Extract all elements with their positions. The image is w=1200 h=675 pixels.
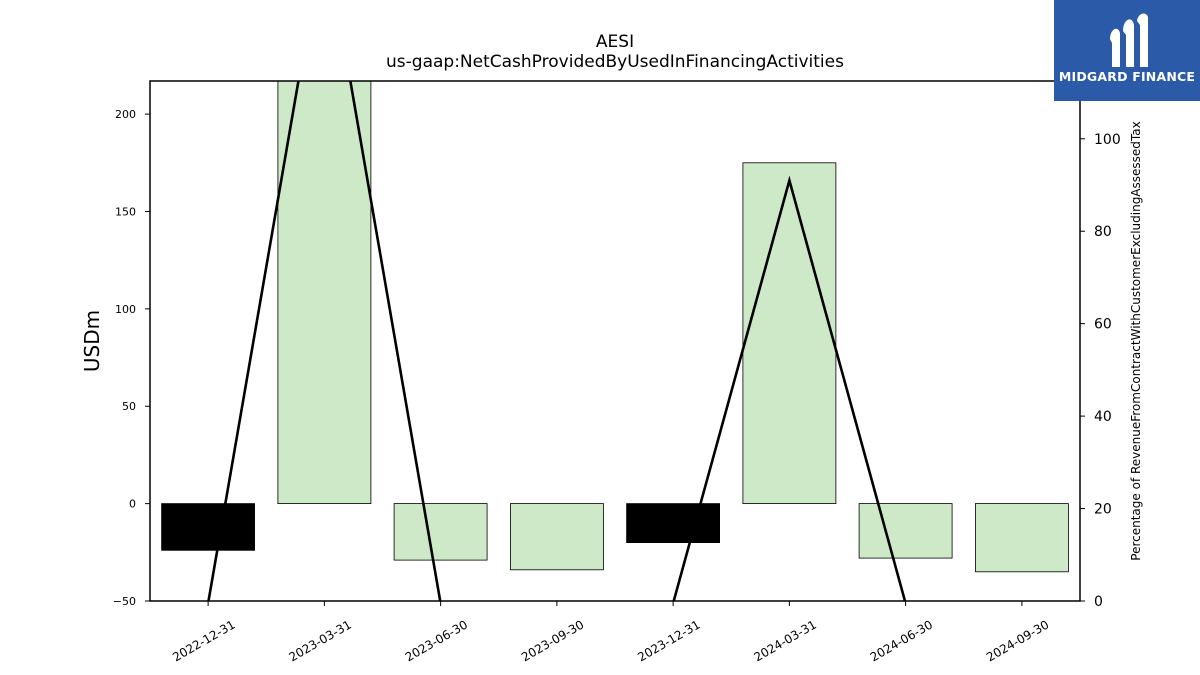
bar-2023-12-31 <box>626 503 720 544</box>
y2-tick-label: 0 <box>1094 594 1103 610</box>
bar-2023-03-31 <box>277 81 372 505</box>
right-axis: 0 20 40 60 80 100 <box>1080 132 1121 610</box>
bar-2024-09-30 <box>975 503 1069 573</box>
x-axis: 2022-12-31 2023-03-31 2023-06-30 2023-09-30… <box>170 601 1051 664</box>
chart-title: AESI <box>595 32 635 52</box>
y-tick-label: 100 <box>115 303 136 316</box>
y2-tick-label: 20 <box>1094 502 1112 518</box>
bar-2024-03-31 <box>742 162 837 504</box>
line-series-segment-1 <box>672 175 907 601</box>
brand-mark-icon <box>1110 13 1148 68</box>
y2-tick-label: 60 <box>1094 317 1112 333</box>
y-tick-label: 50 <box>122 400 136 413</box>
x-tick-label: 2024-03-31 <box>751 617 818 664</box>
plot-frame <box>149 80 1081 602</box>
y-tick-label: 0 <box>129 498 136 511</box>
y2-tick-label: 100 <box>1094 132 1121 148</box>
x-tick-label: 2023-03-31 <box>286 617 353 664</box>
bar-2022-12-31 <box>161 503 256 551</box>
y-axis-label: USDm <box>80 310 104 372</box>
bar-2023-06-30 <box>393 503 488 561</box>
x-tick-label: 2023-12-31 <box>635 617 702 664</box>
x-tick-label: 2023-06-30 <box>403 617 470 664</box>
x-tick-label: 2022-12-31 <box>170 617 237 664</box>
chart-subtitle: us-gaap:NetCashProvidedByUsedInFinancing… <box>386 52 844 72</box>
bar-2023-09-30 <box>509 503 604 571</box>
y-tick-label: 150 <box>115 205 136 218</box>
y-tick-label: −50 <box>113 595 136 608</box>
x-tick-label: 2024-06-30 <box>868 617 935 664</box>
x-tick-label: 2024-09-30 <box>984 617 1051 664</box>
brand-name: MIDGARD FINANCE <box>1058 69 1196 84</box>
y2-axis-label: Percentage of RevenueFromContractWithCus… <box>1129 121 1143 560</box>
y2-tick-label: 80 <box>1094 224 1112 240</box>
brand-logo: MIDGARD FINANCE <box>1054 0 1200 101</box>
bar-2024-06-30 <box>858 503 953 559</box>
left-axis: −50 0 50 100 150 200 <box>113 108 150 608</box>
y2-tick-label: 40 <box>1094 409 1112 425</box>
x-tick-label: 2023-09-30 <box>519 617 586 664</box>
y-tick-label: 200 <box>115 108 136 121</box>
line-group <box>207 81 907 601</box>
bar-group <box>161 81 1069 573</box>
line-series-segment-0 <box>207 81 442 601</box>
